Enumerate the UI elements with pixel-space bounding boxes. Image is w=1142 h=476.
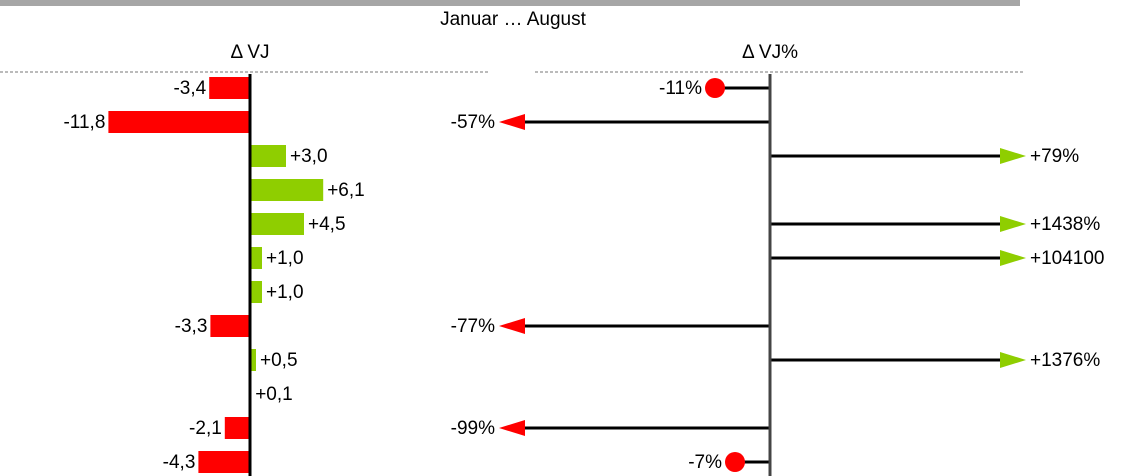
bar [250,281,262,303]
bar [250,349,256,371]
data-label: +79% [1030,146,1079,167]
data-label: -11% [659,78,702,99]
data-label: +3,0 [290,146,328,167]
header-title: Januar … August [440,9,586,30]
data-label: -3,3 [175,316,208,337]
data-label: +0,5 [260,350,298,371]
bar [209,77,250,99]
panel-title: Δ VJ% [742,42,798,63]
data-label: -77% [451,316,495,337]
data-label: -4,3 [163,452,196,473]
pin-arrow [1000,352,1026,368]
data-label: -57% [451,112,495,133]
bar [108,111,251,133]
bar [250,213,304,235]
data-label: +4,5 [308,214,346,235]
pin-arrow [1000,148,1026,164]
pin-dot [725,452,745,472]
bar [250,145,286,167]
data-label: -3,4 [173,78,206,99]
data-label: +0,1 [255,384,293,405]
pin-arrow [499,420,525,436]
bar [250,179,324,201]
data-label: +1376% [1030,350,1100,371]
pin-arrow [499,114,525,130]
bar [224,417,250,439]
bar [250,247,262,269]
data-label: +6,1 [327,180,365,201]
data-label: +1,0 [266,282,304,303]
data-label: +1,0 [266,248,304,269]
pin-dot [705,78,725,98]
bar [210,315,250,337]
data-label: +1438% [1030,214,1100,235]
pin-arrow [1000,216,1026,232]
data-label: -7% [688,452,722,473]
data-label: -11,8 [63,112,105,133]
bar [198,451,250,473]
data-label: -99% [451,418,495,439]
data-label: -2,1 [189,418,222,439]
pin-arrow [1000,250,1026,266]
top-bar [0,0,1020,6]
data-label: +104100 [1030,248,1105,269]
panel-title: Δ VJ [230,42,269,63]
pin-arrow [499,318,525,334]
